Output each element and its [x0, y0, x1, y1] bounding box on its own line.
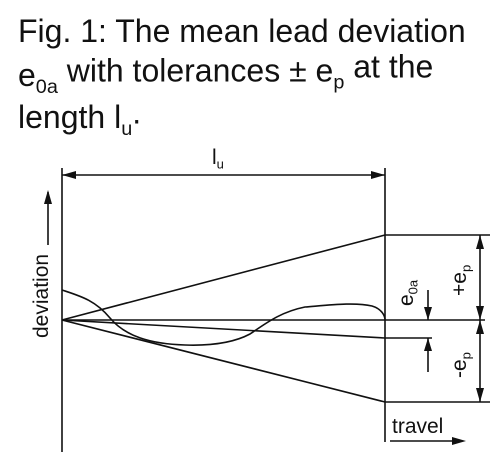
label: lu: [212, 146, 224, 172]
arrow: [424, 307, 432, 351]
drawing: [44, 168, 490, 452]
title-line: Fig. 1: The mean lead deviation: [18, 13, 466, 49]
label: e0a: [395, 279, 421, 306]
deviation-curve: [61, 289, 386, 346]
label: e0a with tolerances ± ep at the: [18, 48, 433, 97]
text-part: at the: [344, 48, 433, 84]
upper-tolerance: [61, 234, 386, 321]
arrow: [371, 171, 385, 179]
subscript: p: [333, 72, 344, 94]
lower-tolerance: [61, 319, 386, 403]
text-part: .: [132, 95, 141, 131]
arrow: [452, 437, 466, 445]
axis-label: deviation: [30, 254, 53, 338]
subscript: 0a: [406, 279, 421, 294]
subscript: p: [459, 265, 474, 272]
arrow: [476, 235, 484, 402]
axis-label: travel: [392, 415, 443, 438]
label: +ep: [448, 265, 474, 296]
mean-line: [61, 319, 386, 339]
text-part: length l: [18, 99, 121, 135]
subscript: p: [459, 352, 474, 359]
text-part: l: [212, 146, 217, 169]
label: -ep: [448, 352, 474, 378]
subscript: u: [217, 157, 224, 172]
text-part: with tolerances ± e: [58, 53, 333, 89]
text-part: -e: [448, 359, 471, 378]
arrow: [44, 190, 52, 204]
text-part: e: [18, 57, 36, 93]
subscript: 0a: [36, 76, 59, 98]
label: length lu.: [18, 95, 141, 140]
text-part: e: [395, 294, 418, 306]
arrow: [62, 171, 76, 179]
text-part: +e: [448, 272, 471, 296]
subscript: u: [121, 118, 132, 140]
